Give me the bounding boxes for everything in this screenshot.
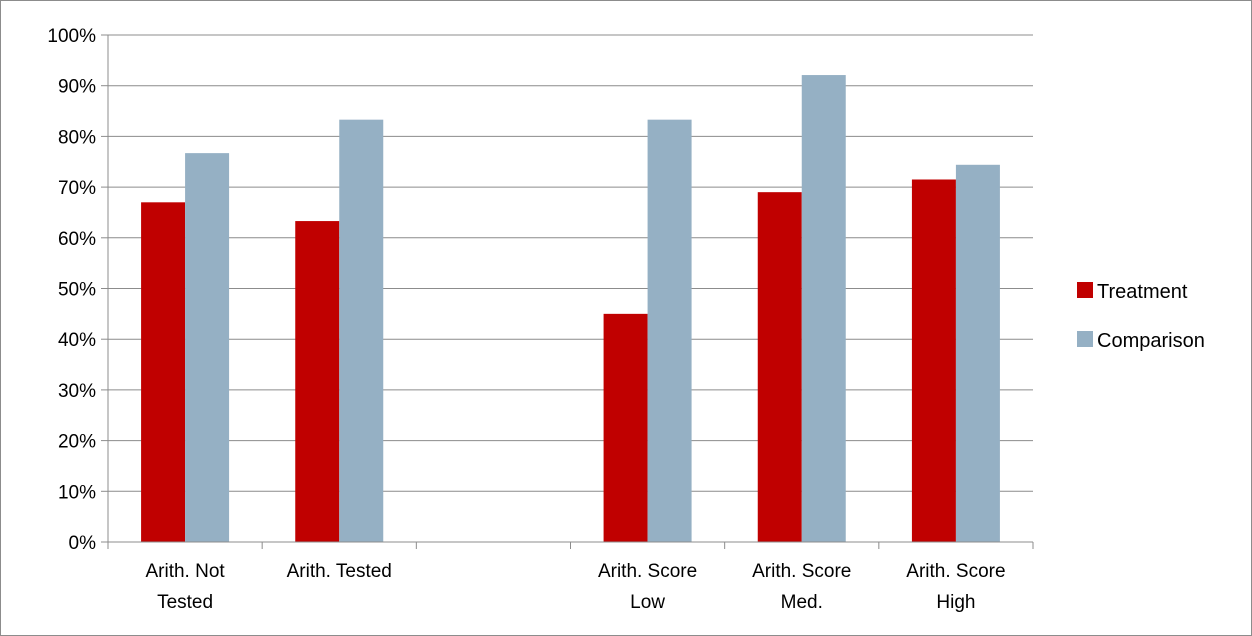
- y-tick-label: 30%: [58, 381, 96, 402]
- axes: [107, 35, 1034, 549]
- x-category-label: Arith. Tested: [287, 561, 392, 582]
- y-tick-label: 70%: [58, 178, 96, 199]
- x-category-label: Arith. Score: [906, 561, 1005, 582]
- y-tick-label: 100%: [47, 26, 96, 47]
- x-category-label: Arith. Not: [145, 561, 225, 582]
- y-tick-label: 60%: [58, 229, 96, 250]
- bar-treatment: [295, 221, 340, 542]
- y-tick-label: 20%: [58, 432, 96, 453]
- legend-swatch-treatment: [1077, 282, 1093, 298]
- x-category-label: Arith. Score: [598, 561, 697, 582]
- bar-treatment: [603, 313, 648, 542]
- bar-treatment: [141, 202, 186, 542]
- legend-label-treatment: Treatment: [1097, 281, 1188, 303]
- bar-comparison: [647, 119, 692, 542]
- x-category-label: High: [936, 592, 975, 613]
- legend-label-comparison: Comparison: [1097, 330, 1205, 352]
- bars: [141, 75, 1000, 543]
- bar-comparison: [955, 164, 1000, 543]
- y-tick-label: 90%: [58, 77, 96, 98]
- x-category-labels: Arith. Not Tested Arith. Tested Arith. Scor…: [145, 561, 1005, 613]
- y-tick-label: 40%: [58, 330, 96, 351]
- gridlines: [101, 34, 1033, 543]
- legend-swatch-comparison: [1077, 331, 1093, 347]
- y-tick-label: 80%: [58, 127, 96, 148]
- x-category-label: Tested: [157, 592, 213, 613]
- legend: Treatment Comparison: [1077, 281, 1205, 352]
- y-tick-label: 10%: [58, 482, 96, 503]
- bar-comparison: [185, 153, 230, 543]
- bar-treatment: [911, 179, 956, 542]
- x-category-label: Med.: [781, 592, 823, 613]
- y-tick-labels: 0% 10% 20% 30% 40% 50% 60% 70% 80% 90% 100%: [47, 26, 96, 554]
- x-category-label: Low: [630, 592, 665, 613]
- y-tick-label: 50%: [58, 280, 96, 301]
- bar-comparison: [339, 119, 384, 542]
- bar-comparison: [801, 75, 846, 542]
- y-tick-label: 0%: [69, 533, 97, 554]
- x-category-label: Arith. Score: [752, 561, 851, 582]
- bar-treatment: [757, 192, 802, 543]
